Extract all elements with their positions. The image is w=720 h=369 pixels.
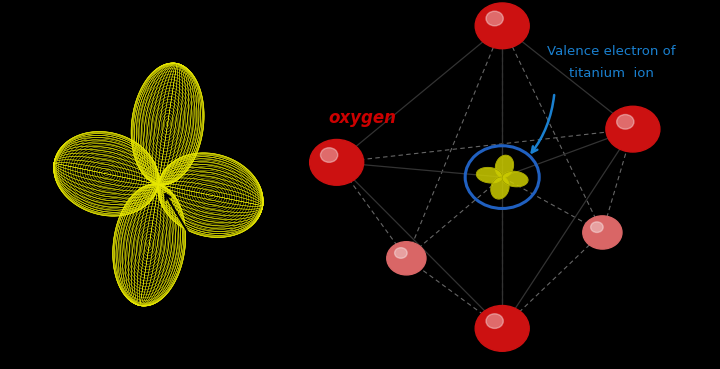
Circle shape: [486, 314, 503, 328]
Polygon shape: [502, 172, 528, 187]
Text: $\mathbf{(b)}$: $\mathbf{(b)}$: [315, 7, 349, 30]
Circle shape: [486, 11, 503, 26]
Circle shape: [582, 216, 622, 249]
Polygon shape: [495, 155, 513, 177]
Circle shape: [475, 306, 529, 351]
Circle shape: [590, 222, 603, 232]
Circle shape: [320, 148, 338, 162]
Polygon shape: [491, 177, 509, 199]
Circle shape: [475, 3, 529, 49]
Text: oxygen: oxygen: [328, 109, 396, 127]
Text: Valence electron of: Valence electron of: [547, 45, 675, 58]
Circle shape: [395, 248, 407, 258]
Circle shape: [606, 106, 660, 152]
Circle shape: [310, 139, 364, 185]
Circle shape: [387, 242, 426, 275]
Polygon shape: [477, 168, 503, 183]
Circle shape: [616, 114, 634, 129]
Text: titanium  ion: titanium ion: [569, 67, 654, 80]
